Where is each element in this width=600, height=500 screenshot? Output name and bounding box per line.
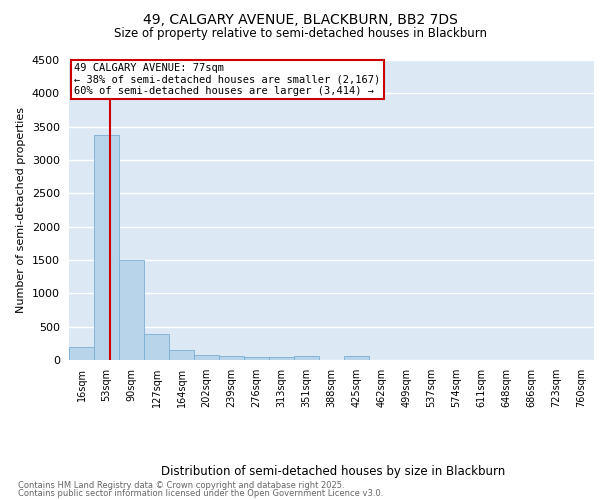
Bar bbox=[294, 356, 319, 360]
Bar bbox=[119, 260, 144, 360]
Bar bbox=[269, 356, 294, 360]
Text: Distribution of semi-detached houses by size in Blackburn: Distribution of semi-detached houses by … bbox=[161, 464, 505, 477]
Bar bbox=[144, 334, 169, 360]
Bar bbox=[219, 356, 244, 360]
Text: Contains HM Land Registry data © Crown copyright and database right 2025.: Contains HM Land Registry data © Crown c… bbox=[18, 480, 344, 490]
Bar bbox=[344, 356, 369, 360]
Text: Contains public sector information licensed under the Open Government Licence v3: Contains public sector information licen… bbox=[18, 489, 383, 498]
Text: 49 CALGARY AVENUE: 77sqm
← 38% of semi-detached houses are smaller (2,167)
60% o: 49 CALGARY AVENUE: 77sqm ← 38% of semi-d… bbox=[74, 63, 380, 96]
Text: Size of property relative to semi-detached houses in Blackburn: Size of property relative to semi-detach… bbox=[113, 28, 487, 40]
Bar bbox=[194, 354, 219, 360]
Bar bbox=[244, 356, 269, 360]
Bar bbox=[94, 136, 119, 360]
Bar bbox=[169, 350, 194, 360]
Text: 49, CALGARY AVENUE, BLACKBURN, BB2 7DS: 49, CALGARY AVENUE, BLACKBURN, BB2 7DS bbox=[143, 12, 457, 26]
Y-axis label: Number of semi-detached properties: Number of semi-detached properties bbox=[16, 107, 26, 313]
Bar bbox=[69, 346, 94, 360]
